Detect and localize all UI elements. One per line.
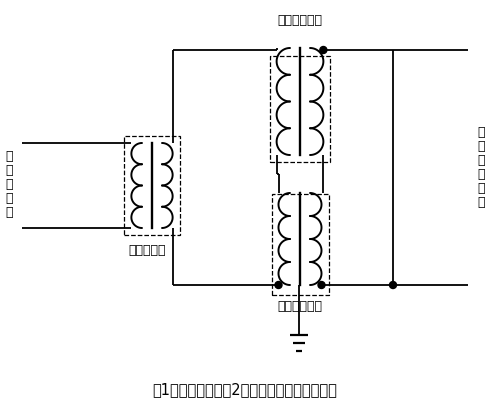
Circle shape — [390, 282, 396, 289]
Circle shape — [275, 282, 282, 289]
Bar — [124, 136, 180, 235]
Bar — [271, 194, 328, 295]
Circle shape — [318, 282, 325, 289]
Text: 補助変圧器: 補助変圧器 — [128, 243, 166, 256]
Text: 被試験変圧器: 被試験変圧器 — [277, 13, 322, 26]
Text: 無
負
荷
損
供
給: 無 負 荷 損 供 給 — [477, 127, 485, 210]
Text: 被試験変圧器: 被試験変圧器 — [277, 300, 322, 313]
Text: 第1図　単相変圧器2台による返還負荷法試験: 第1図 単相変圧器2台による返還負荷法試験 — [152, 383, 338, 398]
Bar — [270, 56, 330, 162]
Circle shape — [320, 46, 327, 53]
Text: 負
荷
損
供
給: 負 荷 損 供 給 — [5, 151, 13, 219]
